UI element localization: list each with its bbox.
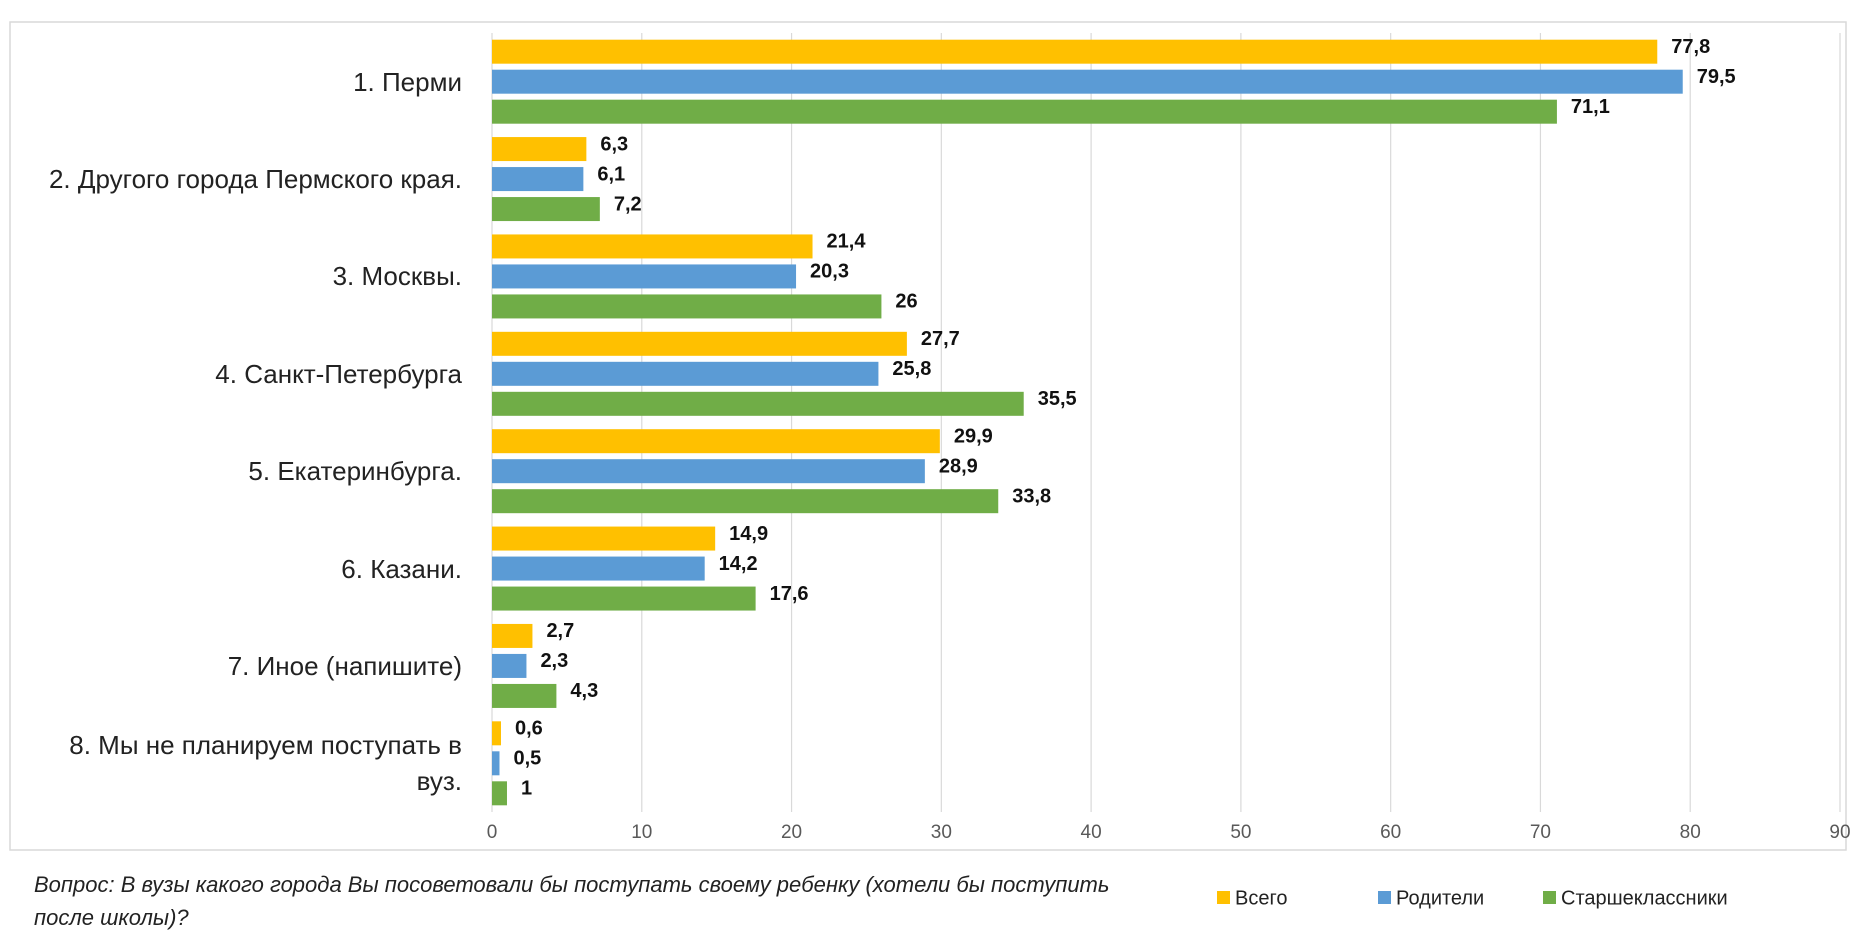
value-label: 14,2 bbox=[719, 553, 758, 575]
y-tick-label: 8. Мы не планируем поступать в вуз. bbox=[69, 730, 462, 797]
value-label: 28,9 bbox=[939, 455, 978, 477]
bar bbox=[492, 459, 925, 484]
value-label: 25,8 bbox=[892, 358, 931, 380]
bar bbox=[492, 137, 587, 162]
bar bbox=[492, 489, 999, 514]
value-label: 21,4 bbox=[827, 231, 867, 253]
bar bbox=[492, 429, 940, 454]
y-tick-label: 3. Москвы. bbox=[332, 261, 462, 292]
x-tick-label: 0 bbox=[487, 822, 498, 843]
value-label: 20,3 bbox=[810, 261, 849, 283]
footnote: Вопрос: В вузы какого города Вы посовето… bbox=[34, 872, 1110, 930]
legend-label: Родители bbox=[1396, 887, 1484, 909]
bar bbox=[492, 683, 557, 708]
bar bbox=[492, 361, 879, 386]
bar bbox=[492, 294, 882, 319]
bar bbox=[492, 586, 756, 611]
value-label: 2,7 bbox=[546, 620, 574, 642]
legend-label: Всего bbox=[1235, 887, 1287, 909]
bar bbox=[492, 391, 1024, 416]
value-label: 26 bbox=[895, 291, 917, 313]
value-label: 7,2 bbox=[614, 193, 642, 215]
bar bbox=[492, 526, 716, 551]
legend-swatch bbox=[1543, 891, 1556, 904]
bar bbox=[492, 39, 1658, 64]
value-label: 79,5 bbox=[1697, 66, 1736, 88]
bar bbox=[492, 653, 527, 678]
bar bbox=[492, 721, 501, 746]
value-label: 27,7 bbox=[921, 328, 960, 350]
bar bbox=[492, 556, 705, 581]
bar bbox=[492, 197, 600, 222]
value-label: 33,8 bbox=[1012, 485, 1051, 507]
chart-border bbox=[9, 21, 1847, 851]
bar bbox=[492, 167, 584, 192]
x-tick-label: 80 bbox=[1680, 822, 1701, 843]
bar bbox=[492, 331, 907, 356]
y-tick-label: 2. Другого города Пермского края. bbox=[48, 164, 462, 195]
bar bbox=[492, 69, 1683, 94]
y-tick-label: 5. Екатеринбурга. bbox=[248, 456, 462, 487]
bar bbox=[492, 264, 797, 289]
value-label: 6,3 bbox=[600, 133, 628, 155]
x-tick-label: 30 bbox=[931, 822, 952, 843]
x-tick-label: 10 bbox=[631, 822, 652, 843]
value-label: 4,3 bbox=[570, 680, 598, 702]
value-label: 77,8 bbox=[1671, 36, 1710, 58]
value-label: 6,1 bbox=[597, 163, 625, 185]
value-label: 35,5 bbox=[1038, 388, 1077, 410]
x-tick-label: 70 bbox=[1530, 822, 1551, 843]
x-tick-label: 60 bbox=[1380, 822, 1401, 843]
bar bbox=[492, 234, 813, 259]
value-label: 14,9 bbox=[729, 523, 768, 545]
bar bbox=[492, 99, 1557, 124]
value-label: 0,6 bbox=[515, 718, 543, 740]
legend-label: Старшеклассники bbox=[1561, 887, 1728, 909]
bar bbox=[492, 623, 533, 648]
value-label: 29,9 bbox=[954, 425, 993, 447]
y-tick-label: 4. Санкт-Петербурга bbox=[215, 358, 462, 389]
value-label: 17,6 bbox=[770, 583, 809, 605]
y-tick-label: 7. Иное (напишите) bbox=[227, 650, 462, 681]
x-tick-label: 50 bbox=[1230, 822, 1251, 843]
value-label: 1 bbox=[521, 778, 532, 800]
bar bbox=[492, 751, 500, 776]
value-label: 0,5 bbox=[513, 748, 541, 770]
y-tick-label: 6. Казани. bbox=[341, 553, 462, 584]
x-tick-label: 20 bbox=[781, 822, 802, 843]
legend-swatch bbox=[1378, 891, 1391, 904]
legend-swatch bbox=[1217, 891, 1230, 904]
bar bbox=[492, 781, 507, 806]
x-tick-label: 90 bbox=[1829, 822, 1850, 843]
y-tick-label: 1. Перми bbox=[353, 66, 462, 97]
value-label: 2,3 bbox=[540, 650, 568, 672]
value-label: 71,1 bbox=[1571, 96, 1610, 118]
x-tick-label: 40 bbox=[1081, 822, 1102, 843]
